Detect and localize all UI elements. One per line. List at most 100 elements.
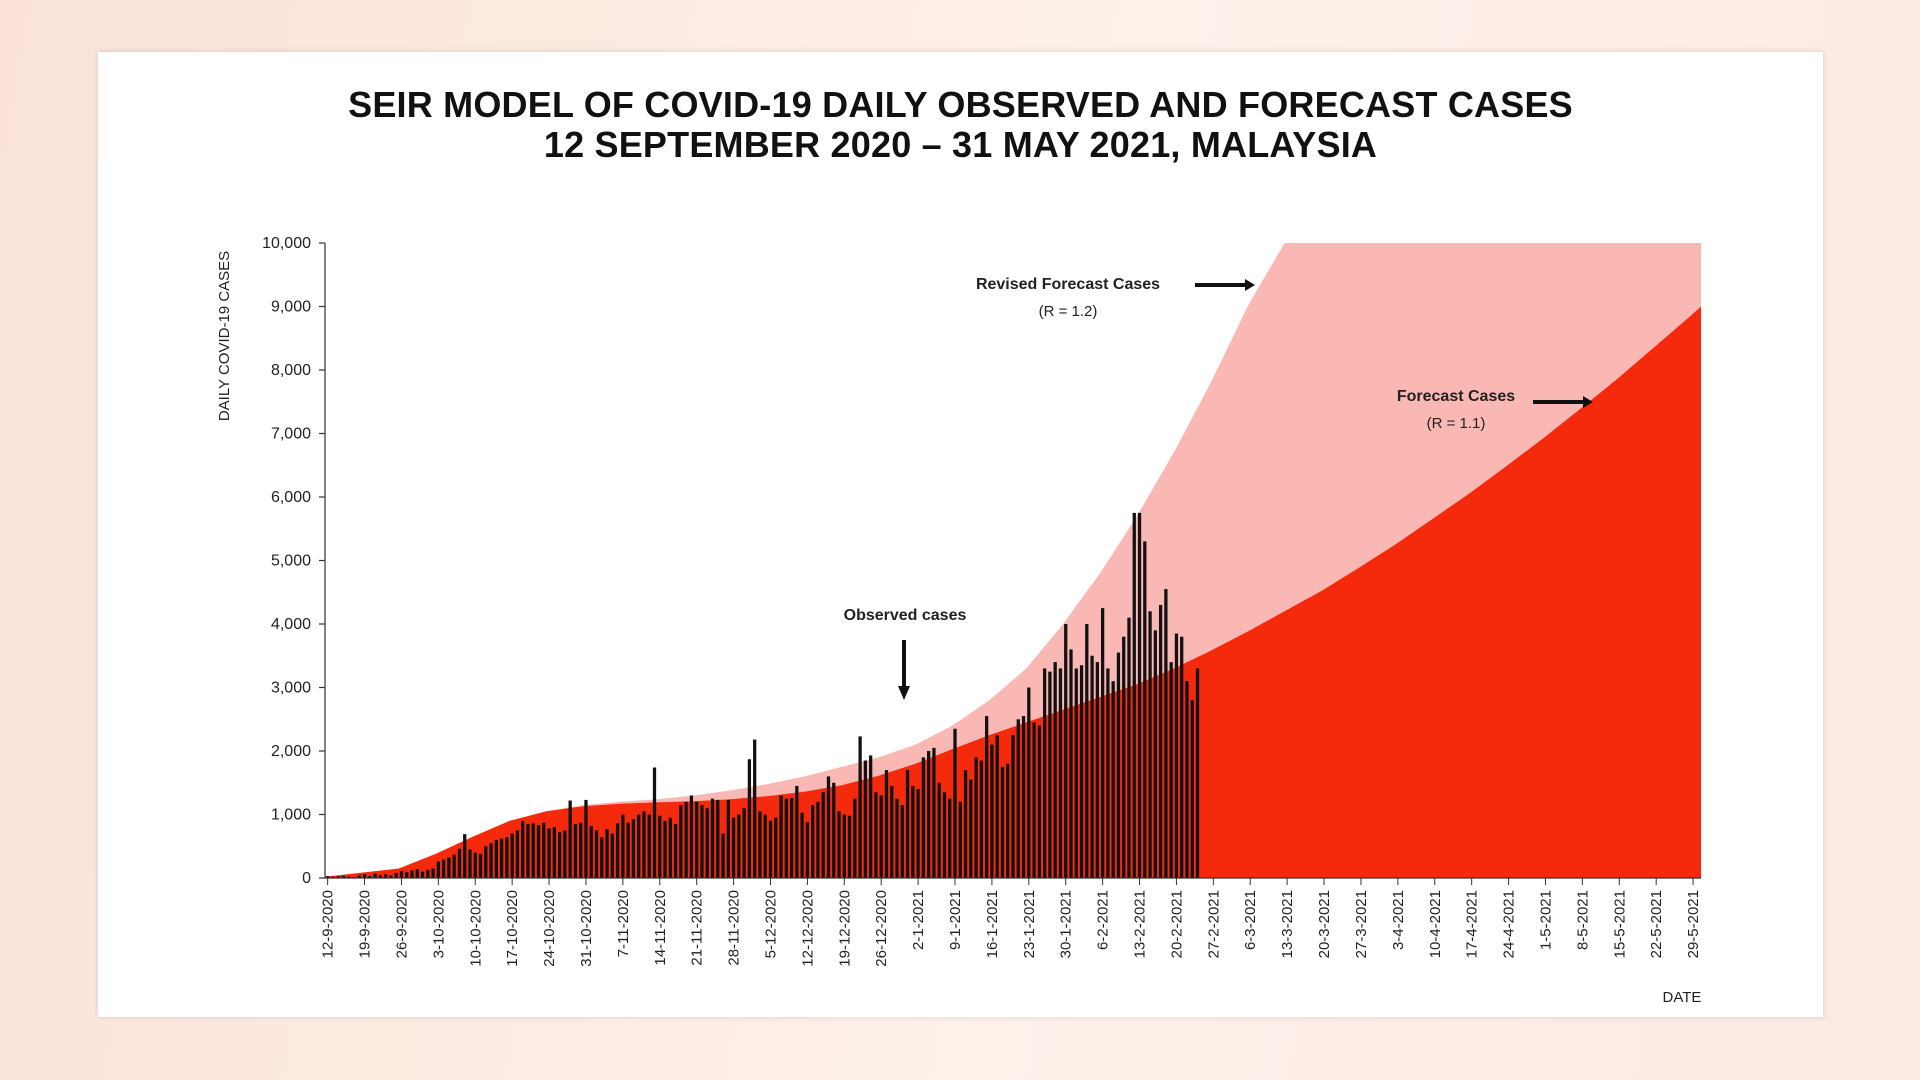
x-tick-label: 24-10-2020 <box>541 890 558 967</box>
observed-bar <box>742 808 746 878</box>
observed-bar <box>1000 766 1005 879</box>
observed-bar <box>1079 665 1084 878</box>
observed-bar <box>985 716 989 878</box>
observed-bar <box>821 792 825 878</box>
observed-bar <box>605 829 609 878</box>
observed-bar <box>858 736 862 878</box>
x-tick-label: 27-3-2021 <box>1353 890 1370 958</box>
y-tick-label: 10,000 <box>262 235 311 252</box>
observed-bar <box>515 830 520 879</box>
observed-bar <box>394 872 398 878</box>
observed-bar <box>1143 541 1147 878</box>
observed-bar <box>626 822 630 878</box>
observed-bar <box>863 760 868 878</box>
observed-bar <box>1174 633 1179 878</box>
observed-bar <box>484 846 488 878</box>
forecast-label: Forecast Cases <box>1397 388 1515 405</box>
observed-bar <box>1090 655 1094 878</box>
y-axis-title: DAILY COVID-19 CASES <box>216 251 233 421</box>
observed-bar <box>668 817 672 878</box>
observed-bar <box>1095 662 1099 878</box>
observed-bar <box>869 755 873 878</box>
observed-bar <box>1032 722 1036 878</box>
observed-bar <box>621 814 625 878</box>
observed-bar <box>331 876 335 878</box>
x-tick-label: 12-9-2020 <box>320 890 337 958</box>
x-tick-label: 19-9-2020 <box>357 890 374 958</box>
observed-bar <box>526 824 530 878</box>
observed-bar <box>505 837 509 878</box>
observed-bar <box>1106 668 1110 878</box>
y-tick-label: 2,000 <box>271 743 311 760</box>
observed-bar <box>837 811 841 878</box>
observed-bar <box>410 870 414 878</box>
x-tick-label: 6-3-2021 <box>1242 890 1259 950</box>
observed-bar <box>510 833 514 878</box>
observed-bar <box>679 804 683 878</box>
observed-bar <box>1111 681 1115 878</box>
observed-bar <box>642 811 646 878</box>
observed-bar <box>594 830 599 879</box>
observed-bar <box>336 876 340 878</box>
forecast-areas <box>325 243 1701 878</box>
x-tick-label: 30-1-2021 <box>1058 890 1075 958</box>
y-tick-label: 8,000 <box>271 362 311 379</box>
revised-forecast-r-value: (R = 1.2) <box>1039 303 1098 320</box>
observed-bar <box>457 848 462 878</box>
observed-bar <box>1037 725 1041 878</box>
observed-bar <box>995 735 999 879</box>
observed-bar <box>494 839 498 878</box>
observed-bar <box>895 798 899 879</box>
observed-bar <box>927 751 931 878</box>
observed-bar <box>584 799 588 878</box>
observed-bar <box>647 814 651 878</box>
observed-bar <box>779 795 783 878</box>
x-tick-label: 7-11-2020 <box>615 890 632 957</box>
observed-bar <box>478 853 483 878</box>
observed-bar <box>1122 636 1126 878</box>
x-tick-label: 6-2-2021 <box>1095 890 1112 950</box>
x-tick-label: 3-4-2021 <box>1390 890 1407 950</box>
observed-bar <box>805 822 810 878</box>
x-tick-label: 26-12-2020 <box>873 890 890 967</box>
chart-title: SEIR MODEL OF COVID-19 DAILY OBSERVED AN… <box>348 84 1573 125</box>
observed-bar <box>341 875 346 878</box>
observed-bar <box>426 869 430 878</box>
observed-bar <box>942 792 947 878</box>
observed-bar <box>489 843 493 878</box>
x-tick-label: 10-4-2021 <box>1427 890 1444 958</box>
observed-bar <box>826 776 831 878</box>
x-tick-label: 22-5-2021 <box>1648 890 1665 958</box>
observed-bar <box>1137 512 1142 879</box>
observed-bar <box>436 861 440 878</box>
observed-bar <box>1048 671 1052 879</box>
observed-bar <box>916 789 920 878</box>
x-tick-label: 13-2-2021 <box>1132 890 1149 958</box>
observed-bar <box>1169 662 1173 878</box>
observed-bar <box>700 804 704 878</box>
observed-bar <box>536 825 541 878</box>
observed-bar <box>463 834 467 878</box>
y-tick-label: 4,000 <box>271 616 311 633</box>
chart-axes <box>319 242 1701 885</box>
observed-bar <box>1016 719 1020 878</box>
x-tick-label: 19-12-2020 <box>836 890 853 967</box>
observed-bar <box>431 868 435 878</box>
observed-bar <box>1100 608 1105 879</box>
x-tick-label: 24-4-2021 <box>1501 890 1518 958</box>
x-tick-label: 5-12-2020 <box>763 890 780 958</box>
x-tick-label: 8-5-2021 <box>1574 890 1591 950</box>
chart-plot: 0 1,000 2,000 3,000 4,000 5,000 6,000 7,000 8,00… <box>216 235 1702 1006</box>
observed-bar <box>389 875 393 878</box>
observed-bar <box>1069 649 1073 878</box>
observed-bar <box>784 798 788 879</box>
observed-bar <box>795 785 799 878</box>
observed-bar <box>705 808 709 878</box>
observed-bar <box>373 873 377 878</box>
observed-bar <box>447 857 451 878</box>
observed-bar <box>847 815 852 878</box>
observed-bar <box>763 814 767 878</box>
observed-bar <box>689 795 694 878</box>
observed-bar <box>1058 668 1063 878</box>
observed-bar <box>1027 687 1031 878</box>
